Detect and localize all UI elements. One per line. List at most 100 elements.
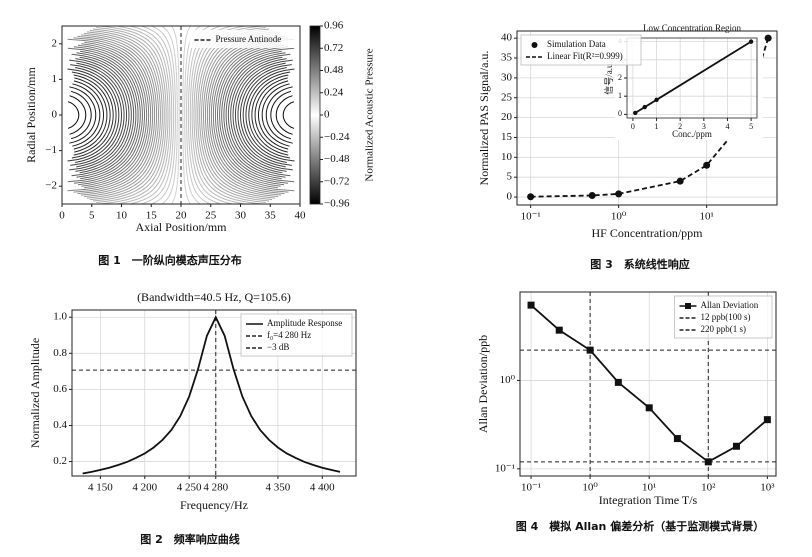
contour-line bbox=[186, 26, 211, 204]
contour-line bbox=[191, 26, 246, 204]
contour-line bbox=[67, 38, 152, 192]
contour-line bbox=[225, 52, 286, 178]
contour-line bbox=[96, 27, 167, 203]
contour-line bbox=[161, 26, 178, 204]
contour-line bbox=[67, 68, 117, 162]
contour-line bbox=[81, 43, 148, 187]
marker bbox=[704, 458, 712, 466]
contour-line bbox=[76, 62, 125, 168]
plot-frame bbox=[71, 309, 357, 477]
x-tick-label: 4 250 bbox=[177, 482, 202, 494]
contour-line bbox=[89, 30, 163, 201]
contour-line bbox=[212, 41, 278, 189]
contour-line bbox=[72, 83, 101, 147]
contour-line bbox=[235, 59, 293, 171]
x-axis-label: HF Concentration/ppm bbox=[592, 226, 704, 240]
legend-label: −3 dB bbox=[267, 342, 289, 352]
y-tick-label: 40 bbox=[501, 32, 513, 44]
y-axis-label: Radial Position/mm bbox=[24, 66, 38, 162]
contour-line bbox=[214, 43, 281, 187]
marker bbox=[763, 416, 771, 424]
contour-line bbox=[73, 74, 111, 156]
colorbar-tick-label: 0.96 bbox=[324, 20, 344, 32]
x-tick-label: 15 bbox=[146, 210, 158, 222]
x-tick-label: 4 bbox=[725, 122, 729, 131]
x-tick-label: 40 bbox=[295, 210, 307, 222]
contour-line bbox=[77, 35, 156, 195]
colorbar bbox=[309, 25, 321, 205]
marker bbox=[654, 97, 659, 103]
x-tick-label: 3 bbox=[702, 122, 706, 131]
contour-line bbox=[282, 101, 295, 129]
y-tick-label: 1 bbox=[618, 91, 622, 100]
colorbar-label: Normalized Acoustic Pressure bbox=[364, 48, 376, 181]
colorbar-tick-label: −0.96 bbox=[324, 198, 350, 210]
x-tick-label: 4 280 bbox=[203, 482, 228, 494]
chart-title: (Bandwidth=40.5 Hz, Q=105.6) bbox=[137, 290, 291, 304]
x-tick-label: 4 350 bbox=[266, 482, 291, 494]
contour-line bbox=[237, 62, 286, 168]
x-tick-label: 10⁰ bbox=[611, 211, 627, 223]
marker bbox=[764, 34, 772, 42]
contour-line bbox=[75, 58, 130, 172]
x-tick-label: 1 bbox=[655, 122, 659, 131]
marker bbox=[555, 326, 563, 334]
series-line bbox=[82, 315, 341, 475]
x-tick-label: 5 bbox=[89, 210, 95, 222]
series-line bbox=[634, 40, 752, 114]
contour-line bbox=[184, 26, 201, 204]
contour-line bbox=[201, 31, 276, 199]
y-tick-label: 30 bbox=[501, 71, 513, 83]
legend-swatch bbox=[685, 303, 691, 309]
contour-line bbox=[210, 38, 295, 192]
marker bbox=[527, 301, 535, 309]
contour-line bbox=[261, 83, 290, 147]
marker bbox=[586, 346, 594, 354]
y-tick-label: −2 bbox=[45, 180, 57, 192]
contour-line bbox=[182, 26, 191, 204]
plot-frame bbox=[61, 25, 301, 205]
contour-line bbox=[242, 67, 287, 163]
x-axis-label: Integration Time T/s bbox=[599, 493, 698, 507]
contour-line bbox=[69, 95, 87, 135]
y-tick-label: 10⁻¹ bbox=[495, 462, 515, 474]
x-tick-label: 0 bbox=[59, 210, 65, 222]
y-tick-label: 20 bbox=[501, 111, 513, 123]
x-tick-label: 10⁻¹ bbox=[521, 211, 541, 223]
x-tick-label: 20 bbox=[176, 210, 188, 222]
legend-label: 220 ppb(1 s) bbox=[701, 324, 747, 334]
contour-line bbox=[75, 67, 120, 163]
x-tick-label: 4 400 bbox=[310, 482, 335, 494]
y-tick-label: 0.8 bbox=[53, 347, 67, 359]
contour-line bbox=[151, 26, 176, 204]
contour-line bbox=[92, 28, 165, 202]
legend-box bbox=[240, 313, 353, 357]
marker bbox=[748, 39, 754, 44]
colorbar-tick-label: −0.24 bbox=[324, 131, 350, 143]
x-tick-label: 10⁻¹ bbox=[521, 482, 541, 494]
contour-line bbox=[76, 52, 137, 178]
y-tick-label: 0 bbox=[507, 191, 513, 203]
contour-line bbox=[67, 101, 80, 129]
figure-caption: 图 3 系统线性响应 bbox=[590, 257, 689, 271]
contour-line bbox=[254, 77, 288, 153]
x-tick-label: 10³ bbox=[760, 482, 775, 494]
contour-line bbox=[86, 31, 161, 199]
y-tick-label: 2 bbox=[618, 73, 622, 82]
y-tick-label: 35 bbox=[501, 52, 513, 64]
contour-line bbox=[187, 26, 221, 204]
contour-line bbox=[74, 77, 108, 153]
contour-line bbox=[208, 37, 289, 193]
contour-line bbox=[227, 53, 291, 177]
chart-panel: 0 5 10 15 20 25 30 35 40 −2 −1 0 1 2 Axial Position/mm… bbox=[24, 20, 376, 267]
chart-panel: 4 150 4 200 4 250 4 280 4 350 4 400 0.2 0.4 0.6 0… bbox=[28, 290, 357, 546]
x-axis-label: Conc./ppm bbox=[672, 129, 712, 139]
y-axis-label: 信号/a.u. bbox=[603, 61, 614, 95]
legend-swatch bbox=[531, 42, 538, 48]
legend-label: Pressure Antinode bbox=[216, 34, 282, 44]
colorbar-tick-label: −0.72 bbox=[324, 175, 349, 187]
